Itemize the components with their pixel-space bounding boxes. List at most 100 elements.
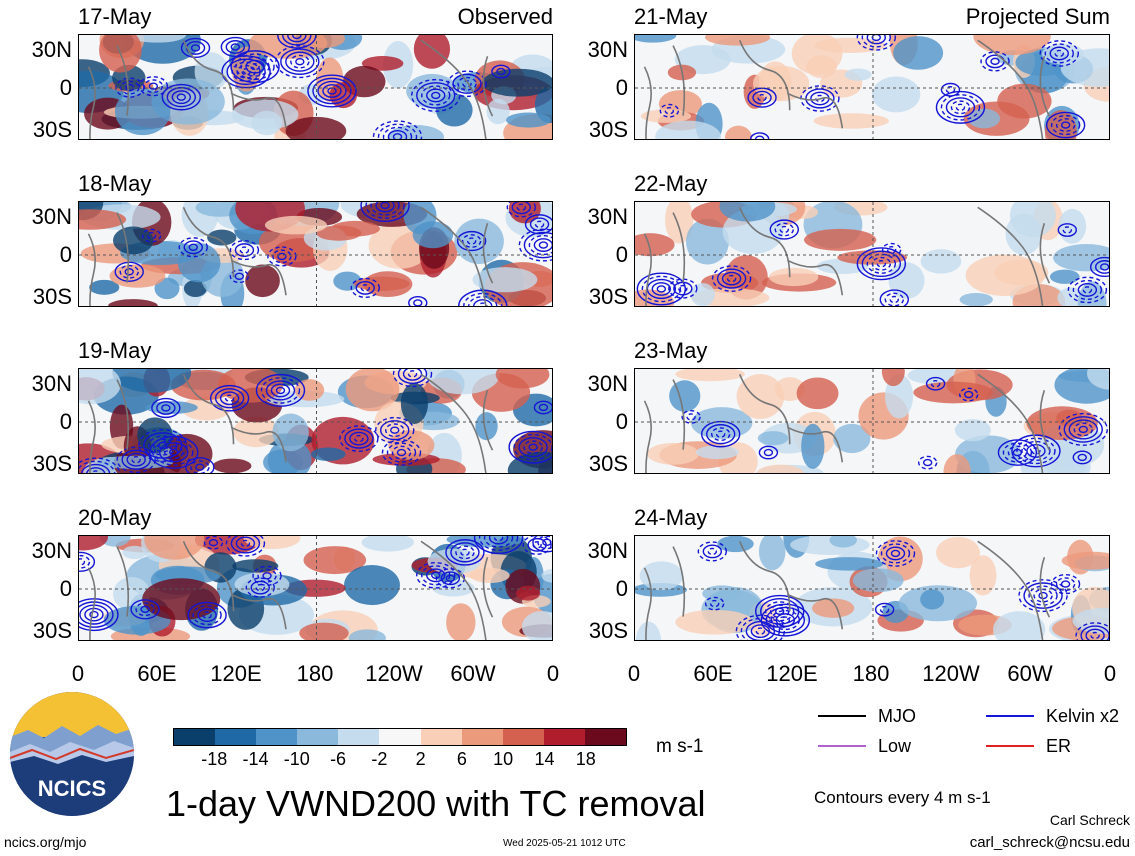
kelvin-contour bbox=[230, 50, 280, 84]
kelvin-contour bbox=[750, 624, 771, 639]
kelvin-contour bbox=[1050, 574, 1081, 595]
kelvin-contour bbox=[925, 376, 946, 391]
shading-blob bbox=[701, 272, 759, 293]
kelvin-contour bbox=[1067, 276, 1108, 304]
right-panel-1-ylabel: 30N bbox=[587, 204, 628, 229]
kelvin-contour bbox=[370, 202, 400, 216]
shading-blob bbox=[724, 125, 752, 139]
right-panel-3 bbox=[634, 535, 1110, 641]
kelvin-contour bbox=[1072, 279, 1103, 301]
left-panel-0-ylabel: 30S bbox=[32, 117, 72, 142]
kelvin-contour bbox=[255, 583, 265, 592]
shading-blob bbox=[691, 407, 753, 439]
kelvin-contour bbox=[460, 548, 470, 557]
kelvin-contour bbox=[392, 133, 403, 139]
right-panel-3-date: 24-May bbox=[634, 505, 708, 530]
ncics-logo: NCICS bbox=[10, 692, 134, 816]
left-xtick-label: 120W bbox=[365, 661, 423, 686]
kelvin-contour bbox=[380, 202, 390, 210]
shading-blob bbox=[719, 202, 776, 222]
right-panel-0-ylabel: 0 bbox=[615, 75, 628, 100]
left-panel-2 bbox=[78, 368, 553, 474]
kelvin-contour bbox=[716, 268, 747, 289]
kelvin-contour bbox=[861, 250, 902, 278]
coastline bbox=[643, 206, 1051, 306]
kelvin-contour bbox=[656, 285, 667, 293]
kelvin-contour bbox=[202, 611, 212, 619]
kelvin-contour bbox=[431, 91, 441, 100]
right-panel-2-date: 23-May bbox=[634, 338, 708, 363]
shading-blob bbox=[142, 578, 221, 621]
shading-blob bbox=[181, 396, 231, 421]
footer-url[interactable]: ncics.org/mjo bbox=[4, 834, 87, 850]
kelvin-contour bbox=[997, 439, 1038, 466]
kelvin-contour bbox=[381, 439, 422, 466]
kelvin-contour bbox=[488, 536, 509, 545]
right-panel-2 bbox=[634, 368, 1110, 474]
left-panel-2-ylabel: 30N bbox=[31, 371, 72, 396]
kelvin-contour bbox=[79, 554, 91, 569]
kelvin-contour bbox=[749, 132, 770, 139]
kelvin-contour bbox=[704, 596, 725, 611]
kelvin-contour bbox=[726, 274, 737, 283]
kelvin-contour bbox=[408, 295, 428, 306]
shading-blob bbox=[79, 209, 127, 230]
shading-blob bbox=[705, 35, 771, 46]
kelvin-contour bbox=[1011, 434, 1061, 468]
footer-email[interactable]: carl_schreck@ncsu.edu bbox=[969, 834, 1130, 851]
left-panel-1 bbox=[78, 201, 553, 307]
kelvin-contour bbox=[506, 202, 537, 218]
shading-blob bbox=[505, 112, 551, 128]
legend-kelvin-line bbox=[986, 715, 1034, 717]
right-panel-0-ylabel: 30S bbox=[588, 117, 628, 142]
kelvin-contour bbox=[178, 237, 208, 258]
shading-blob bbox=[413, 35, 451, 69]
kelvin-contour bbox=[255, 373, 306, 407]
kelvin-contour bbox=[1077, 453, 1087, 462]
kelvin-contour bbox=[1044, 43, 1074, 64]
shading-blob bbox=[1077, 281, 1107, 306]
kelvin-contour bbox=[131, 456, 141, 464]
kelvin-contour bbox=[881, 242, 902, 257]
shading-blob bbox=[635, 233, 675, 257]
kelvin-contour bbox=[516, 203, 527, 211]
kelvin-contour bbox=[1090, 631, 1100, 640]
kelvin-contour bbox=[292, 35, 302, 40]
kelvin-contour bbox=[980, 51, 1010, 72]
colorbar-label: -10 bbox=[283, 749, 310, 769]
kelvin-contour bbox=[197, 608, 217, 622]
kelvin-contour bbox=[277, 35, 317, 49]
shading-blob bbox=[495, 369, 550, 389]
shading-blob bbox=[486, 98, 510, 125]
kelvin-contour bbox=[935, 90, 986, 124]
kelvin-contour bbox=[116, 446, 156, 473]
kelvin-contour bbox=[1057, 223, 1077, 237]
kelvin-contour bbox=[538, 241, 549, 249]
shading-blob bbox=[515, 585, 541, 601]
kelvin-contour bbox=[230, 536, 261, 554]
kelvin-contour bbox=[880, 543, 911, 564]
kelvin-contour bbox=[250, 580, 270, 595]
shading-blob bbox=[852, 568, 904, 593]
kelvin-contour bbox=[195, 463, 205, 471]
kelvin-contour bbox=[874, 602, 895, 617]
colorbar-label: -6 bbox=[330, 749, 347, 769]
shading-blob bbox=[406, 73, 458, 108]
shading-blob bbox=[137, 417, 173, 454]
kelvin-contour bbox=[1075, 622, 1109, 640]
kelvin-contour bbox=[124, 268, 134, 276]
right-panel-3-ylabel: 30S bbox=[588, 618, 628, 643]
kelvin-contour bbox=[721, 271, 742, 286]
left-xtick-label: 60W bbox=[450, 661, 496, 686]
kelvin-contour bbox=[780, 616, 791, 624]
left-panel-tag: Observed bbox=[457, 4, 553, 29]
shading-blob bbox=[647, 442, 699, 465]
kelvin-contour bbox=[779, 225, 789, 234]
shading-blob bbox=[245, 264, 280, 298]
kelvin-contour bbox=[387, 129, 408, 139]
right-panel-0-ylabel: 30N bbox=[587, 37, 628, 62]
shading-blob bbox=[833, 423, 871, 454]
left-panel-1-ylabel: 0 bbox=[59, 242, 72, 267]
kelvin-contour bbox=[755, 594, 805, 628]
kelvin-contour bbox=[159, 442, 189, 463]
